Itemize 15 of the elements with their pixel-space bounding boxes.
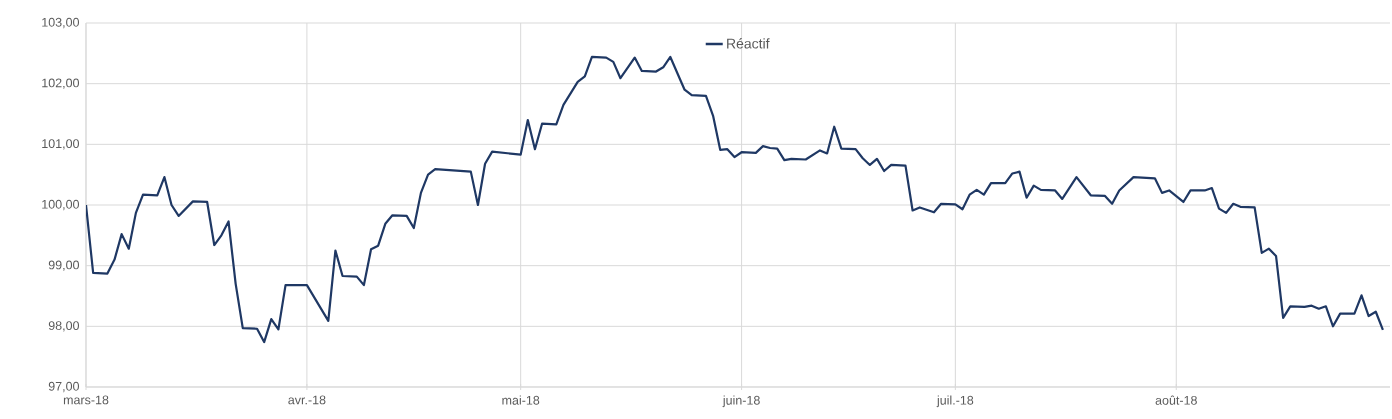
y-tick-label: 102,00: [42, 78, 80, 89]
y-tick-label: 97,00: [48, 381, 80, 393]
y-tick-label: 98,00: [48, 321, 80, 332]
x-tick-label: août-18: [1155, 395, 1197, 405]
line-series: [86, 55, 1384, 344]
y-tick-label: 100,00: [42, 199, 80, 211]
x-tick-label: mars-18: [63, 395, 109, 405]
y-tick-label: 99,00: [48, 260, 80, 271]
y-tick-label: 101,00: [42, 139, 80, 150]
y-tick-label: 103,00: [42, 17, 80, 29]
x-tick-label: mai-18: [502, 395, 540, 405]
x-tick-label: avr.-18: [288, 395, 326, 405]
x-tick-label: juil.-18: [936, 395, 974, 408]
legend-label: Réactif: [727, 38, 770, 49]
x-tick-label: juin-18: [722, 395, 760, 408]
